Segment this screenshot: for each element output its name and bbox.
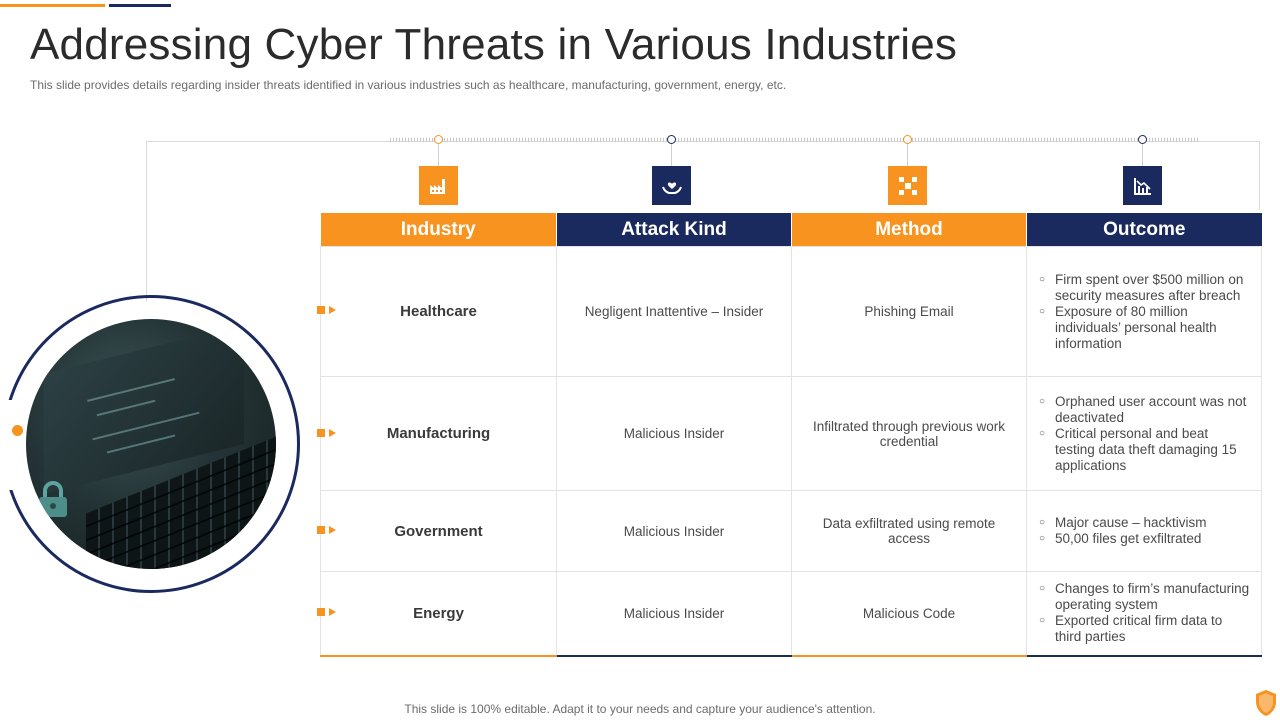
frame-line — [1259, 141, 1260, 213]
outcome-cell: Changes to firm’s manufacturing operatin… — [1026, 571, 1262, 657]
table-row: Healthcare Negligent Inattentive – Insid… — [320, 246, 1262, 377]
industry-cell: Government — [320, 490, 557, 572]
attack-kind-cell: Malicious Insider — [556, 376, 792, 491]
industry-cell: Energy — [320, 571, 557, 657]
row-marker — [317, 306, 336, 314]
factory-icon — [419, 166, 458, 205]
outcome-item: 50,00 files get exfiltrated — [1039, 531, 1251, 547]
method-cell: Infiltrated through previous work creden… — [791, 376, 1027, 491]
threats-table: Industry Attack Kind Method Outcome Heal… — [320, 210, 1262, 657]
outcome-cell: Major cause – hacktivism 50,00 files get… — [1026, 490, 1262, 572]
table-row: Energy Malicious Insider Malicious Code … — [320, 571, 1262, 657]
connector-stem — [438, 144, 439, 166]
column-header-industry: Industry — [320, 210, 557, 247]
frame-line — [146, 141, 147, 301]
outcome-cell: Orphaned user account was not deactivate… — [1026, 376, 1262, 491]
attack-kind-cell: Malicious Insider — [556, 571, 792, 657]
connector-stem — [1142, 144, 1143, 166]
attack-kind-cell: Negligent Inattentive – Insider — [556, 246, 792, 377]
hand-heart-icon — [652, 166, 691, 205]
outcome-item: Exported critical firm data to third par… — [1039, 613, 1251, 645]
table-row: Manufacturing Malicious Insider Infiltra… — [320, 376, 1262, 491]
outcome-item: Changes to firm’s manufacturing operatin… — [1039, 581, 1251, 613]
decorative-dot — [12, 425, 23, 436]
network-hub-icon — [888, 166, 927, 205]
chart-decline-icon — [1123, 166, 1162, 205]
connector-node — [903, 135, 912, 144]
shield-logo-icon — [1256, 690, 1276, 716]
accent-bar-orange — [0, 4, 105, 7]
column-header-outcome: Outcome — [1026, 210, 1262, 247]
laptop-photo — [26, 319, 276, 569]
connector-stem — [671, 144, 672, 166]
connector-node — [667, 135, 676, 144]
outcome-item: Major cause – hacktivism — [1039, 515, 1251, 531]
page-title: Addressing Cyber Threats in Various Indu… — [30, 20, 958, 69]
table-row: Government Malicious Insider Data exfilt… — [320, 490, 1262, 572]
accent-bar-navy — [109, 4, 171, 7]
outcome-item: Exposure of 80 million individuals’ pers… — [1039, 304, 1251, 352]
column-header-method: Method — [791, 210, 1027, 247]
connector-node — [1138, 135, 1147, 144]
row-marker — [317, 608, 336, 616]
footer-note: This slide is 100% editable. Adapt it to… — [404, 702, 876, 716]
industry-cell: Manufacturing — [320, 376, 557, 491]
connector-node — [434, 135, 443, 144]
method-cell: Phishing Email — [791, 246, 1027, 377]
method-cell: Malicious Code — [791, 571, 1027, 657]
row-marker — [317, 526, 336, 534]
method-cell: Data exfiltrated using remote access — [791, 490, 1027, 572]
row-marker — [317, 429, 336, 437]
connector-stem — [907, 144, 908, 166]
dotted-connector — [390, 138, 1198, 142]
outcome-item: Firm spent over $500 million on security… — [1039, 272, 1251, 304]
column-header-attack-kind: Attack Kind — [556, 210, 792, 247]
outcome-item: Orphaned user account was not deactivate… — [1039, 394, 1251, 426]
lock-icon — [39, 481, 67, 517]
outcome-cell: Firm spent over $500 million on security… — [1026, 246, 1262, 377]
industry-cell: Healthcare — [320, 246, 557, 377]
page-subtitle: This slide provides details regarding in… — [30, 78, 787, 92]
attack-kind-cell: Malicious Insider — [556, 490, 792, 572]
outcome-item: Critical personal and beat testing data … — [1039, 426, 1251, 474]
ring-gap — [0, 400, 30, 490]
